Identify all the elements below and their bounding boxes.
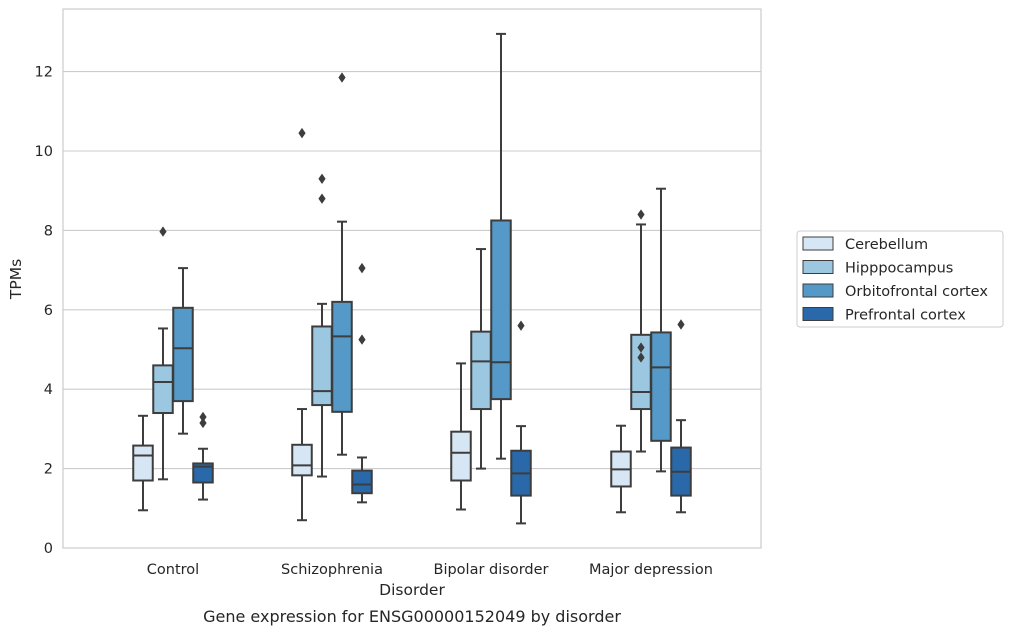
box-1-1	[311, 173, 333, 478]
x-tick-label: Major depression	[589, 562, 713, 578]
box-2-0	[450, 362, 472, 511]
x-tick-label: Control	[147, 562, 199, 578]
box-0-0	[132, 414, 154, 512]
y-tick-labels: 0 2 4 6 8 10 12	[35, 65, 53, 557]
x-axis-label: Disorder	[379, 581, 445, 599]
box-1-2	[331, 72, 353, 456]
box-3-1	[630, 209, 652, 453]
outlier-point	[358, 262, 366, 274]
legend-frame	[796, 230, 1004, 328]
box-1-3	[351, 262, 373, 504]
legend: Cerebellum Hipppocampus Orbitofrontal cort…	[796, 230, 1004, 328]
y-tick-label: 2	[44, 462, 53, 478]
box-3-0	[610, 424, 632, 514]
outlier-point	[637, 352, 645, 363]
box-iqr	[490, 219, 512, 401]
outlier-point	[159, 226, 167, 237]
box-2-1	[470, 248, 492, 470]
outlier-point	[199, 411, 207, 423]
x-tick-label: Schizophrenia	[281, 562, 383, 578]
outlier-point	[517, 320, 525, 331]
box-iqr	[172, 306, 194, 403]
legend-label: Prefrontal cortex	[845, 308, 966, 324]
legend-label: Orbitofrontal cortex	[845, 284, 988, 300]
box-iqr	[470, 330, 492, 411]
box-2-2	[490, 32, 512, 460]
outlier-point	[338, 72, 346, 83]
x-tick-label: Bipolar disorder	[434, 562, 549, 578]
outlier-point	[199, 417, 207, 429]
legend-swatch	[802, 307, 834, 321]
legend-label: Hipppocampus	[845, 261, 953, 277]
box-iqr	[291, 443, 313, 477]
legend-label: Cerebellum	[845, 237, 928, 253]
box-3-2	[650, 187, 672, 473]
y-tick-label: 4	[44, 382, 53, 398]
y-tick-label: 12	[35, 65, 53, 81]
plot-frame	[62, 8, 762, 549]
box-iqr	[132, 444, 154, 482]
outlier-point	[677, 319, 685, 330]
outlier-point	[637, 209, 645, 220]
chart-caption: Gene expression for ENSG00000152049 by d…	[203, 607, 621, 626]
outlier-point	[637, 342, 645, 353]
box-iqr	[650, 331, 672, 442]
box-0-3	[192, 411, 214, 501]
box-1-0	[291, 127, 313, 522]
legend-items: Cerebellum Hipppocampus Orbitofrontal cort…	[802, 236, 988, 324]
outlier-point	[298, 127, 306, 139]
box-iqr	[331, 300, 353, 413]
box-iqr	[192, 462, 214, 484]
box-iqr	[311, 325, 333, 407]
outlier-point	[318, 173, 326, 184]
legend-swatch	[802, 236, 834, 251]
legend-swatch	[802, 260, 834, 274]
y-tick-label: 10	[35, 144, 53, 160]
box-iqr	[152, 364, 174, 415]
box-0-2	[172, 267, 194, 435]
box-0-1	[152, 226, 174, 481]
box-plot-series	[132, 32, 692, 525]
box-iqr	[450, 430, 472, 482]
y-tick-label: 8	[44, 223, 53, 239]
box-3-3	[670, 319, 692, 514]
y-tick-label: 6	[44, 303, 53, 319]
legend-swatch	[802, 283, 834, 298]
outlier-point	[318, 193, 326, 204]
box-2-3	[510, 320, 532, 525]
box-iqr	[351, 469, 373, 495]
y-axis-label: TPMs	[7, 259, 25, 300]
y-tick-label: 0	[44, 541, 53, 557]
outlier-point	[358, 334, 366, 345]
x-tick-labels: Control Schizophrenia Bipolar disorder Majo…	[147, 562, 713, 578]
